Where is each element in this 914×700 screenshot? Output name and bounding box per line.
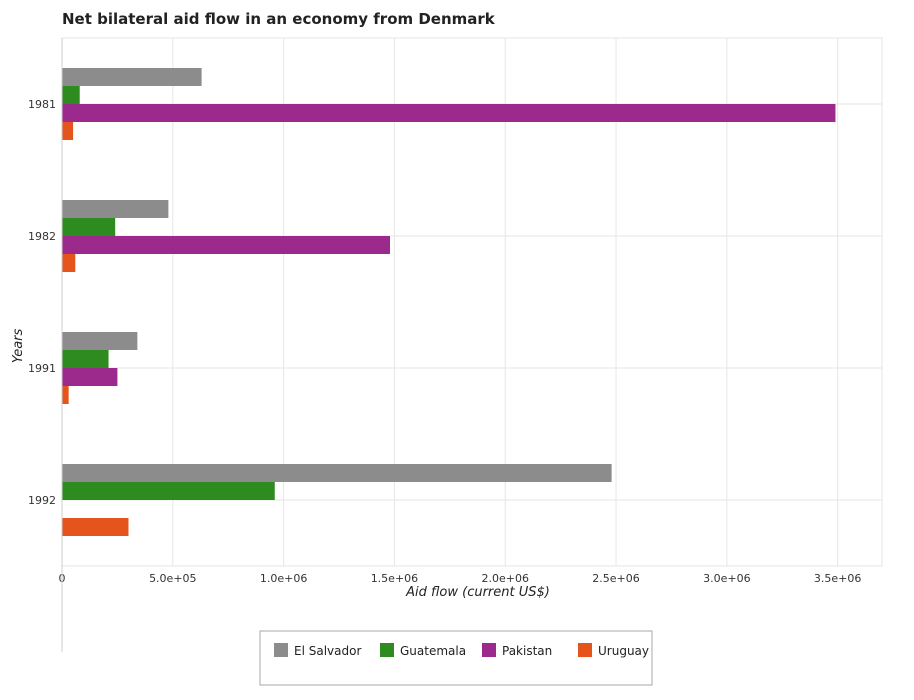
- legend-label: Pakistan: [502, 644, 552, 658]
- bar-guatemala-1991: [62, 350, 109, 368]
- legend-box: [259, 630, 653, 686]
- y-tick-label: 1992: [28, 494, 56, 507]
- legend-label: El Salvador: [294, 644, 361, 658]
- legend-swatch: [274, 643, 288, 657]
- x-tick-label: 3.5e+06: [814, 572, 861, 585]
- bar-pakistan-1981: [62, 104, 836, 122]
- y-tick-labels: 1981 1982 1991 1992: [28, 98, 56, 507]
- bar-uruguay-1982: [62, 254, 76, 272]
- chart-title: Net bilateral aid flow in an economy fro…: [62, 10, 496, 28]
- bars: [62, 68, 836, 536]
- legend-swatch: [380, 643, 394, 657]
- legend-swatch: [578, 643, 592, 657]
- x-axis-label: Aid flow (current US$): [405, 585, 550, 600]
- bar-uruguay-1981: [62, 122, 74, 140]
- y-tick-label: 1981: [28, 98, 56, 111]
- bar-el-salvador-1981: [62, 68, 202, 86]
- bar-uruguay-1991: [62, 386, 69, 404]
- x-tick-label: 1.0e+06: [260, 572, 307, 585]
- x-tick-label: 3.0e+06: [703, 572, 750, 585]
- bar-guatemala-1992: [62, 482, 275, 500]
- bar-el-salvador-1991: [62, 332, 138, 350]
- legend-swatch: [482, 643, 496, 657]
- x-tick-label: 1.5e+06: [371, 572, 418, 585]
- y-axis-label: Years: [11, 328, 26, 363]
- y-tick-label: 1991: [28, 362, 56, 375]
- legend-label: Guatemala: [400, 644, 466, 658]
- bar-guatemala-1982: [62, 218, 116, 236]
- bar-uruguay-1992: [62, 518, 129, 536]
- legend-label: Uruguay: [598, 644, 649, 658]
- bar-pakistan-1991: [62, 368, 118, 386]
- x-tick-label: 5.0e+05: [149, 572, 196, 585]
- bar-guatemala-1981: [62, 86, 80, 104]
- legend: El Salvador Guatemala Pakistan Uruguay: [259, 630, 653, 686]
- x-tick-labels: 05.0e+051.0e+061.5e+062.0e+062.5e+063.0e…: [59, 572, 862, 585]
- bar-pakistan-1982: [62, 236, 390, 254]
- x-tick-label: 2.0e+06: [482, 572, 529, 585]
- x-tick-label: 2.5e+06: [592, 572, 639, 585]
- bar-el-salvador-1992: [62, 464, 612, 482]
- y-tick-label: 1982: [28, 230, 56, 243]
- bar-el-salvador-1982: [62, 200, 169, 218]
